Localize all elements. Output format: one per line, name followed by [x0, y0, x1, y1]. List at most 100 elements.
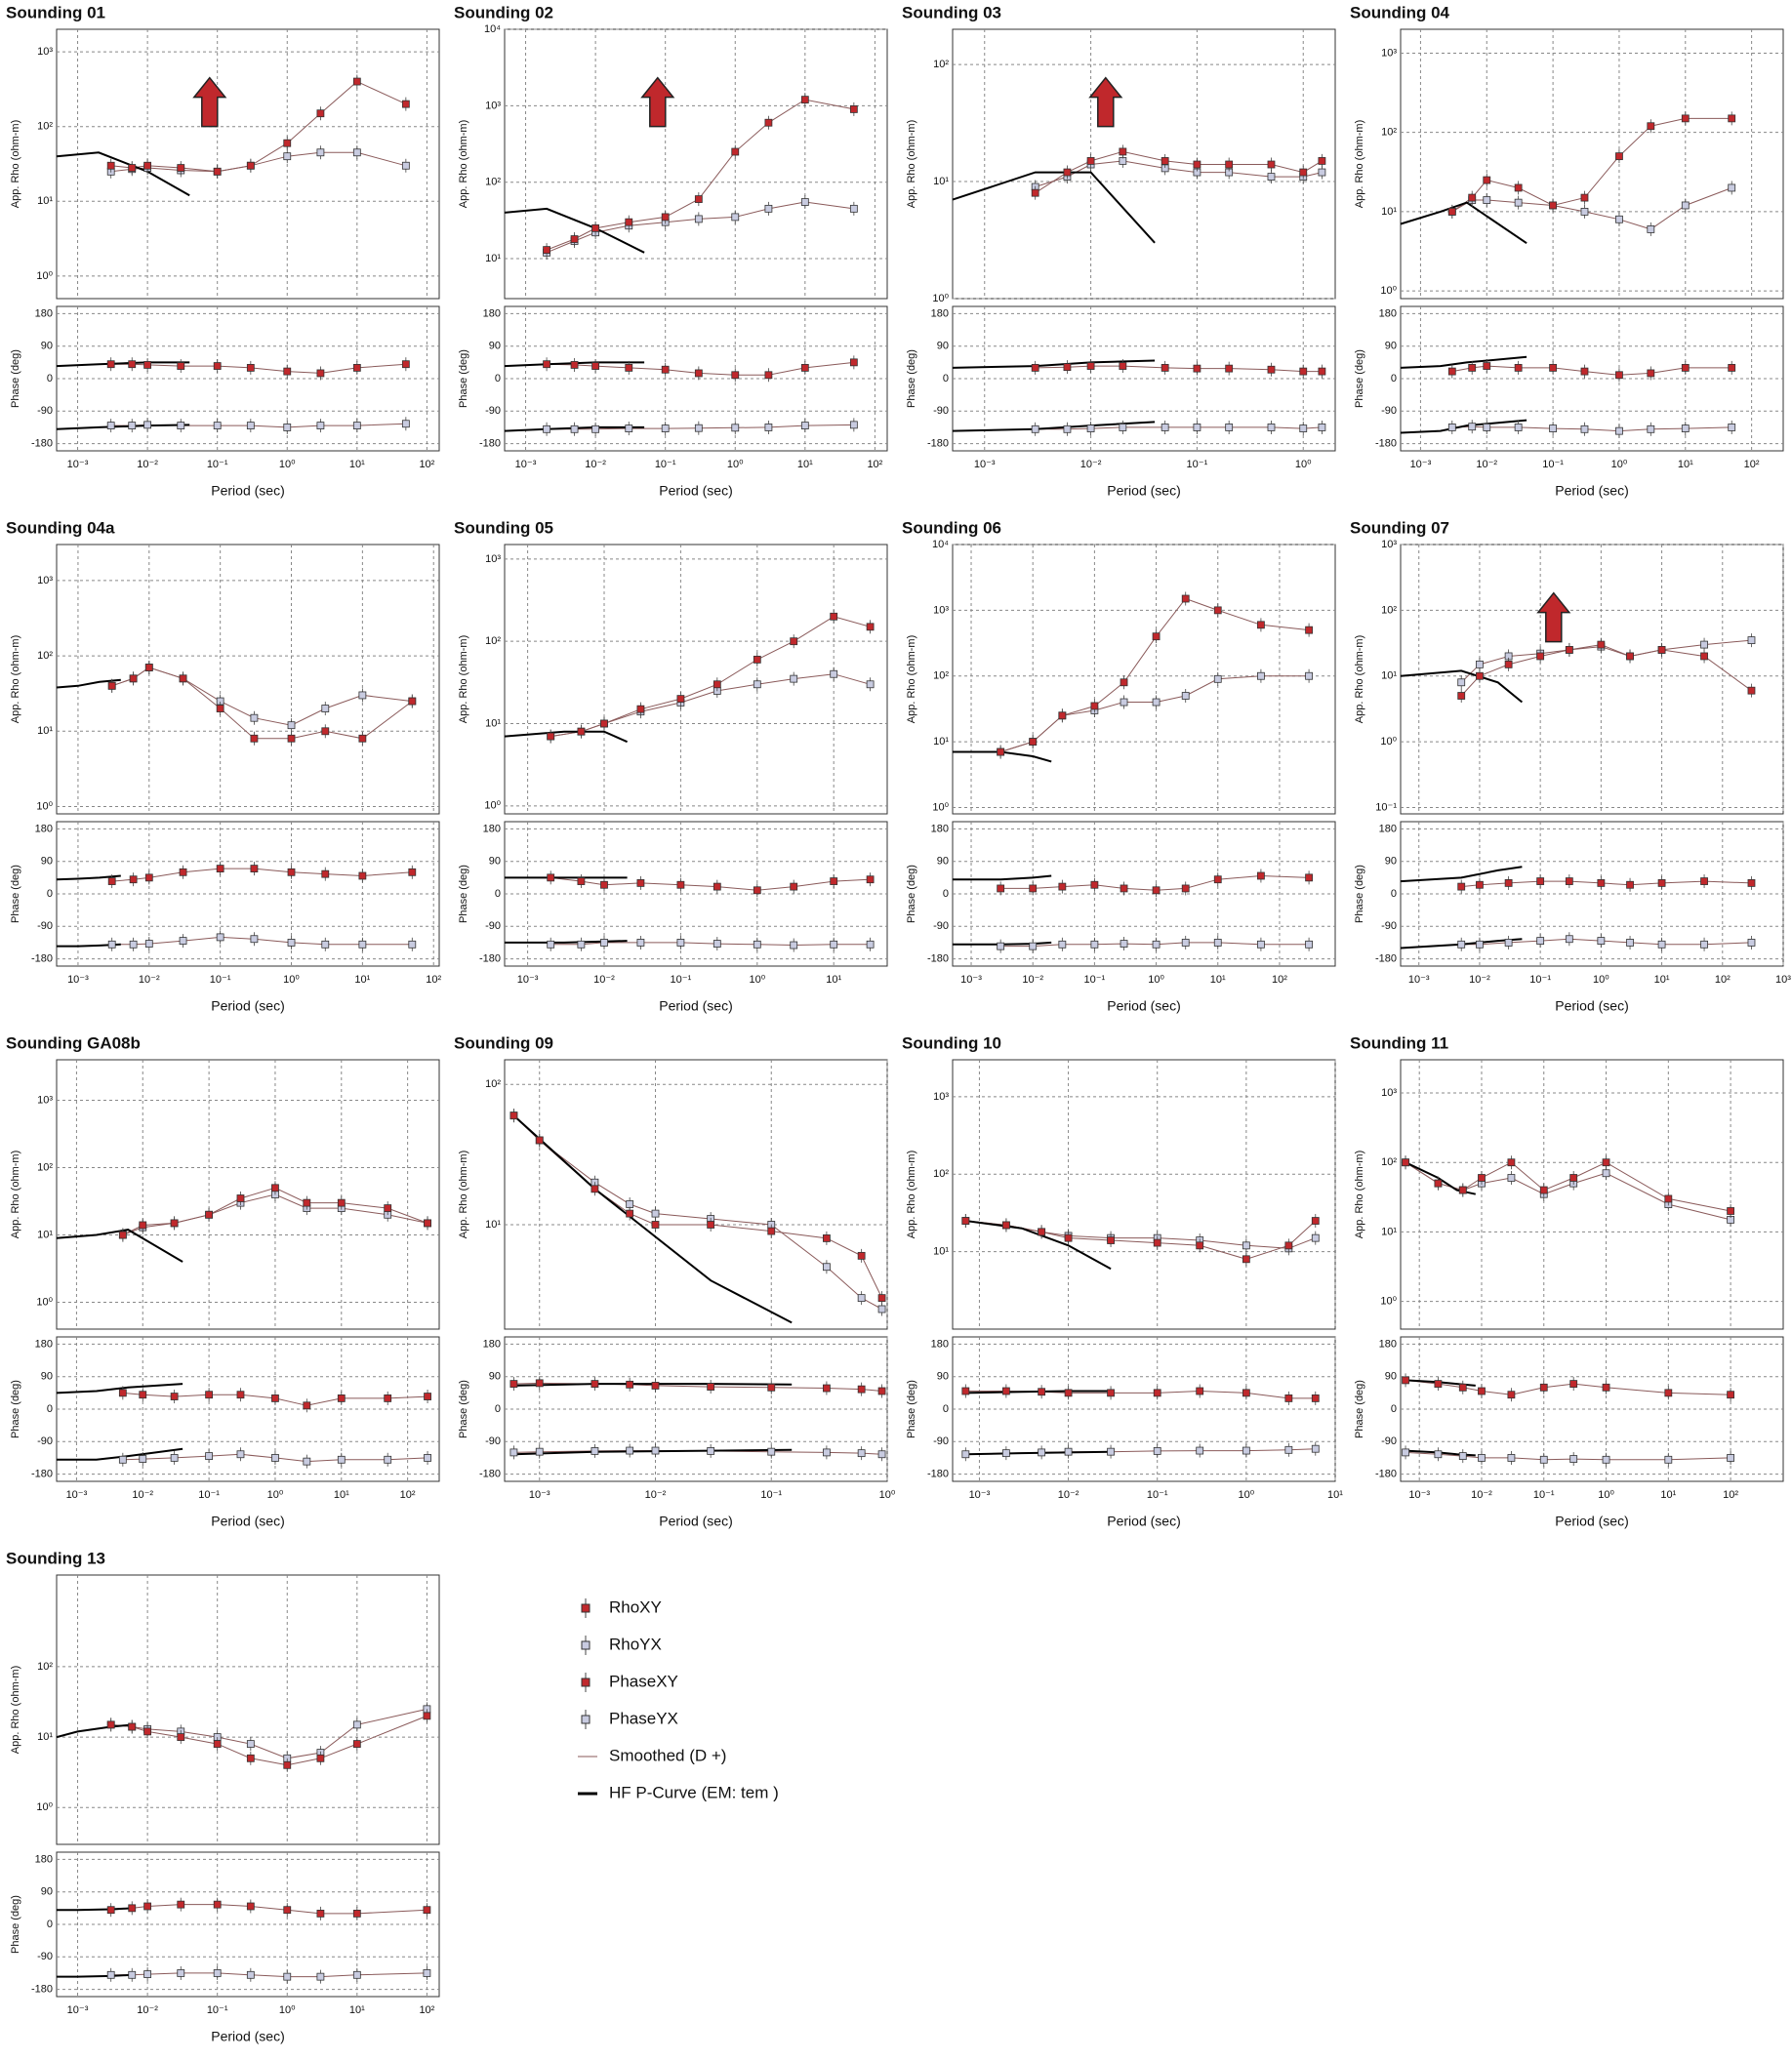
y-tick-label: 10¹	[37, 1731, 53, 1743]
data-point	[823, 1448, 831, 1457]
phase-axis-label: Phase (deg)	[10, 1895, 21, 1954]
data-point	[651, 1446, 660, 1455]
data-point	[316, 109, 325, 118]
data-point	[1063, 424, 1072, 433]
hf-curve-phase-xy	[56, 1383, 183, 1394]
data-point	[170, 1393, 179, 1400]
x-axis-label: Period (sec)	[1555, 483, 1628, 499]
y-tick-label: 10¹	[485, 1219, 501, 1231]
data-point	[1196, 1446, 1204, 1455]
smoothed-phase-xy	[1461, 880, 1752, 888]
rho-frame	[56, 1574, 440, 1845]
data-point	[287, 939, 296, 947]
data-point	[1597, 640, 1606, 649]
data-point	[1468, 363, 1477, 372]
data-point	[352, 148, 361, 157]
data-point	[1647, 122, 1655, 131]
data-point	[316, 1754, 325, 1762]
data-point	[129, 674, 138, 683]
data-point	[1299, 168, 1308, 177]
smoothed-rho-yx	[122, 1193, 428, 1235]
data-point	[1664, 1455, 1673, 1464]
y-tick-label: 10²	[1381, 127, 1397, 139]
data-point	[283, 1760, 292, 1769]
legend-marker	[581, 1603, 591, 1613]
smoothed-phase-xy	[1405, 1379, 1731, 1395]
data-point	[216, 865, 224, 873]
panel-title: Sounding 11	[1350, 1033, 1448, 1052]
data-point	[1242, 1389, 1250, 1397]
x-tick-label: 10⁻²	[139, 974, 160, 986]
phase-tick-label: -90	[1381, 920, 1397, 932]
data-point	[830, 940, 838, 949]
phase-axis-label: Phase (deg)	[10, 865, 21, 923]
data-point	[128, 1904, 137, 1913]
data-point	[205, 1452, 214, 1461]
x-axis-label: Period (sec)	[1555, 1514, 1628, 1529]
phase-axis-label: Phase (deg)	[906, 349, 917, 408]
data-point	[1193, 364, 1201, 373]
data-point	[1031, 424, 1039, 433]
phase-tick-label: -90	[37, 1951, 53, 1962]
x-tick-label: 10⁻³	[1410, 459, 1432, 470]
data-point	[764, 424, 773, 431]
data-point	[246, 1754, 255, 1762]
data-point	[321, 705, 330, 712]
data-point	[1031, 188, 1039, 197]
data-point	[352, 1909, 361, 1918]
data-point	[316, 1972, 325, 1981]
data-point	[177, 422, 185, 430]
data-point	[246, 161, 255, 170]
data-point	[1196, 1387, 1204, 1395]
y-tick-label: 10⁰	[932, 801, 949, 813]
data-point	[1549, 363, 1558, 372]
data-point	[139, 1455, 147, 1463]
data-point	[1434, 1380, 1443, 1389]
x-tick-label: 10⁰	[279, 2004, 296, 2016]
rho-frame	[504, 544, 888, 815]
data-point	[1657, 940, 1666, 949]
data-point	[1447, 367, 1456, 376]
red-arrow	[1536, 591, 1571, 643]
data-point	[626, 1200, 634, 1208]
x-tick-label: 10⁰	[1148, 974, 1164, 986]
hf-curve-phase-yx	[953, 941, 1052, 946]
data-point	[1504, 939, 1513, 947]
x-axis-label: Period (sec)	[211, 2029, 284, 2044]
y-tick-label: 10²	[37, 1161, 53, 1173]
data-point	[316, 422, 325, 430]
data-point	[570, 361, 579, 369]
data-point	[694, 195, 703, 203]
x-tick-label: 10⁻³	[517, 974, 539, 986]
data-point	[1086, 362, 1095, 370]
data-point	[213, 1900, 222, 1909]
data-point	[1284, 1394, 1293, 1402]
data-point	[600, 880, 608, 889]
data-point	[1727, 1207, 1734, 1215]
data-point	[1090, 702, 1099, 710]
phase-tick-label: 0	[47, 1403, 53, 1415]
y-tick-label: 10⁰	[36, 800, 53, 812]
data-point	[1483, 424, 1491, 431]
data-point	[236, 1450, 245, 1459]
hf-curve-rho	[56, 1723, 133, 1739]
smoothed-phase-xy	[122, 1392, 428, 1406]
data-point	[591, 1185, 599, 1193]
data-point	[857, 1251, 866, 1260]
data-point	[316, 1909, 325, 1918]
data-point	[767, 1383, 776, 1392]
data-point	[424, 1219, 431, 1228]
data-point	[800, 363, 809, 372]
data-point	[707, 1221, 715, 1229]
x-tick-label: 10⁻¹	[1147, 1489, 1168, 1501]
data-point	[1119, 157, 1127, 165]
phase-tick-label: 0	[495, 1403, 501, 1415]
data-point	[321, 727, 330, 736]
smoothed-phase-xy	[111, 868, 413, 882]
data-point	[543, 424, 550, 433]
x-tick-label: 10⁰	[1611, 459, 1628, 470]
rho-frame	[56, 544, 440, 815]
rho-frame	[504, 28, 888, 300]
data-point	[570, 235, 579, 243]
data-point	[1318, 367, 1326, 376]
